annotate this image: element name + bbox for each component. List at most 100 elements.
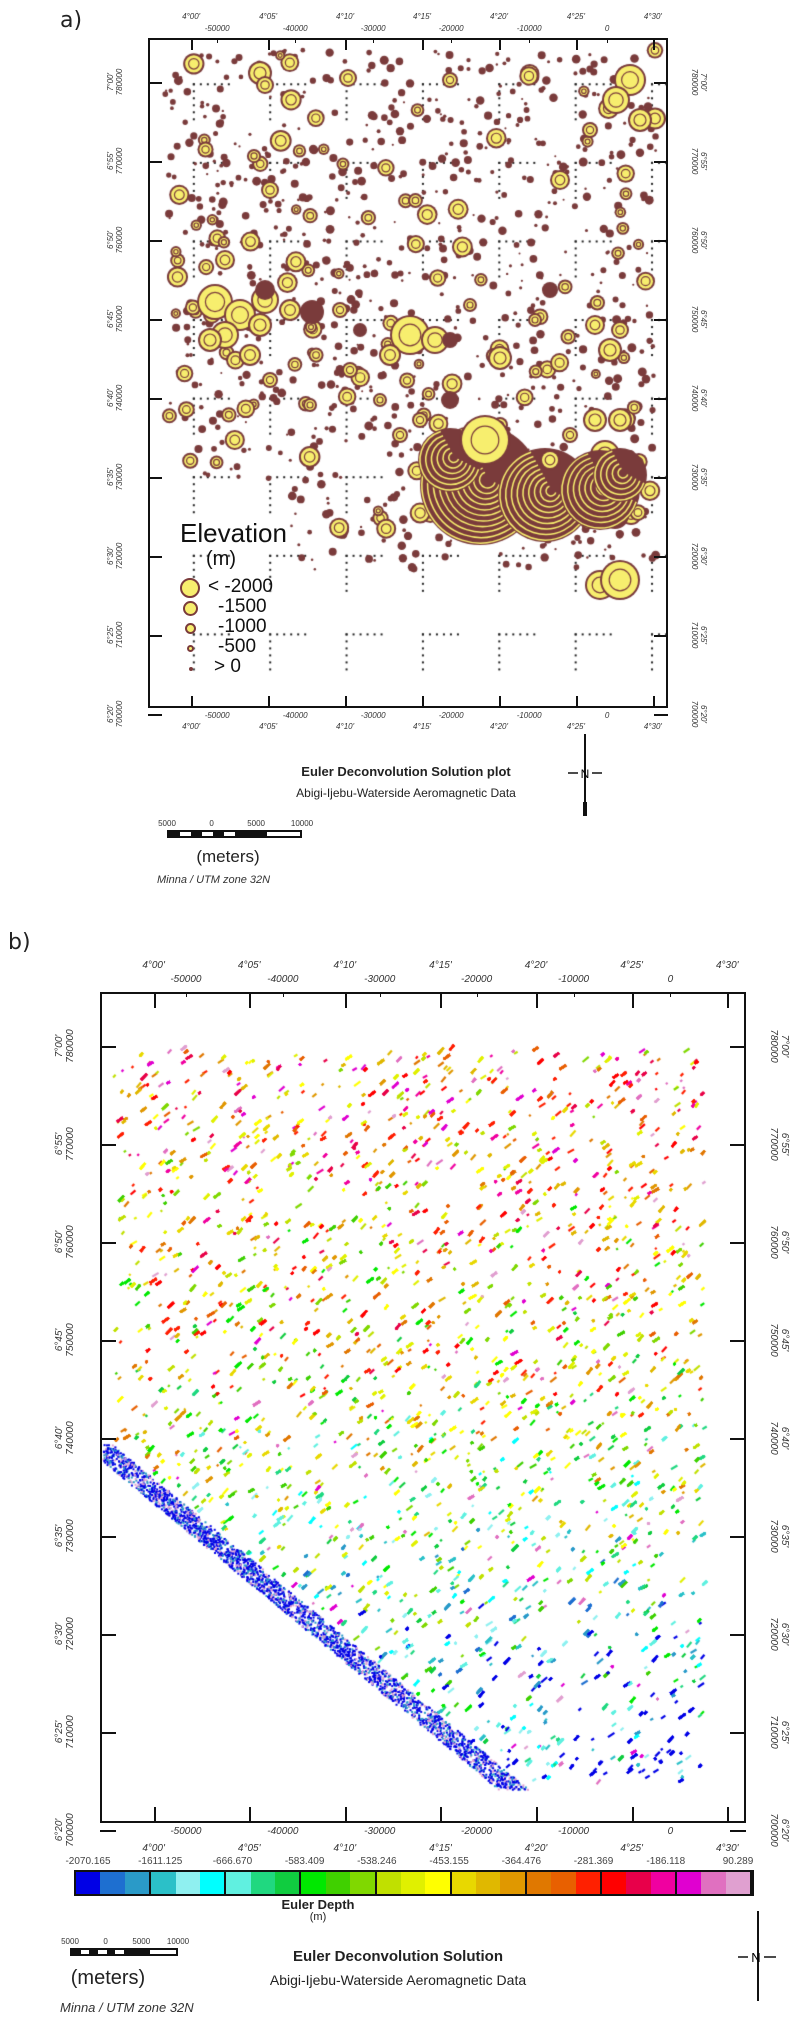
bottom-axis-easting-label: -40000 <box>282 711 308 720</box>
northing-label: 710000 <box>115 621 124 649</box>
northing-label: 700000 <box>690 700 699 728</box>
tick-mark <box>654 555 668 558</box>
tick-mark <box>153 1807 156 1823</box>
tick-mark <box>373 38 375 43</box>
northing-label: 750000 <box>690 305 699 333</box>
tick-mark <box>727 992 730 1008</box>
tick-mark <box>730 1340 746 1343</box>
tick-mark <box>100 1732 116 1735</box>
latitude-label: 6°20' <box>106 704 115 724</box>
bottom-axis-easting-label: 0 <box>667 1826 674 1837</box>
colorbar-segment <box>76 1872 101 1894</box>
panel-a-label: a) <box>60 8 83 33</box>
scale-bar-segment <box>141 1950 151 1954</box>
bottom-axis-longitude-label: 4°05' <box>259 722 278 731</box>
colorbar-segment <box>526 1872 552 1894</box>
latitude-label: 6°45' <box>779 1328 790 1352</box>
northing-label: 740000 <box>768 1421 779 1455</box>
top-axis-longitude-label: 4°20' <box>524 960 548 971</box>
top-axis-easting-label: 0 <box>604 24 610 33</box>
right-axis-label: 6°55' 770000 <box>746 1124 790 1164</box>
latitude-label: 6°55' <box>699 151 708 170</box>
scale-bar-segment <box>223 832 235 836</box>
colorbar-segment <box>151 1872 176 1894</box>
scale-bar-segment <box>267 832 279 836</box>
legend-symbol-icon <box>188 666 193 671</box>
legend-item-label: -500 <box>218 636 257 657</box>
colorbar-tick-label: -186.118 <box>646 1856 686 1867</box>
right-axis-label: 7°00' 780000 <box>746 1026 790 1066</box>
left-axis-label: 7°00' 780000 <box>106 66 150 98</box>
scale-bar-segment <box>256 832 268 836</box>
bottom-axis-easting-label: -10000 <box>557 1826 590 1837</box>
northing-label: 730000 <box>690 463 699 491</box>
left-axis-label: 6°25' 710000 <box>54 1712 98 1752</box>
legend-unit: (m) <box>206 548 236 570</box>
northing-label: 730000 <box>768 1519 779 1553</box>
top-axis-longitude-label: 4°15' <box>429 960 452 971</box>
bottom-axis-longitude-label: 4°30' <box>715 1843 739 1854</box>
tick-mark <box>730 1634 746 1637</box>
tick-mark <box>422 696 425 708</box>
latitude-label: 6°35' <box>699 467 708 486</box>
tick-mark <box>100 1242 116 1245</box>
tick-mark <box>148 160 162 163</box>
top-axis-longitude-label: 4°00' <box>182 12 201 21</box>
tick-mark <box>499 38 501 50</box>
bottom-axis-longitude-label: 4°10' <box>333 1843 357 1854</box>
bottom-axis-easting-label: -10000 <box>516 711 542 720</box>
top-axis-easting-label: -30000 <box>360 24 386 33</box>
colorbar-segment <box>250 1872 275 1894</box>
tick-mark <box>148 555 162 558</box>
bottom-axis-easting-label: -50000 <box>204 711 230 720</box>
latitude-label: 6°45' <box>106 309 115 328</box>
tick-mark <box>148 634 162 637</box>
colorbar-segment <box>650 1872 677 1894</box>
tick-mark <box>536 1807 539 1823</box>
northing-label: 780000 <box>768 1029 779 1063</box>
top-axis-longitude-label: 4°20' <box>489 12 509 21</box>
northing-label: 770000 <box>690 147 699 174</box>
legend-item-label: < -2000 <box>208 576 273 597</box>
tick-mark <box>529 38 531 43</box>
legend-item-label: -1500 <box>218 596 267 617</box>
right-axis-label: 6°35' 730000 <box>746 1516 790 1556</box>
colorbar-tick-label: -583.409 <box>284 1856 325 1867</box>
scale-bar-segment <box>278 832 290 836</box>
right-axis-label: 6°20' 700000 <box>746 1810 790 1850</box>
latitude-label: 7°00' <box>779 1034 790 1058</box>
tick-mark <box>654 81 668 84</box>
top-axis-easting-label: 0 <box>667 974 674 985</box>
colorbar-segment <box>301 1872 326 1894</box>
scale-bar-segment <box>132 1950 142 1954</box>
colorbar-segment <box>175 1872 200 1894</box>
northing-label: 780000 <box>115 68 124 95</box>
tick-mark <box>191 38 194 50</box>
colorbar-segment <box>575 1872 602 1894</box>
top-axis-longitude-label: 4°25' <box>566 12 585 21</box>
tick-mark <box>268 696 271 708</box>
north-arrow-icon: N <box>738 1911 776 2001</box>
top-axis-easting-label: -10000 <box>557 974 590 985</box>
tick-mark <box>730 1830 746 1833</box>
colorbar-tick-label: -281.369 <box>573 1856 614 1867</box>
latitude-label: 6°50' <box>779 1230 790 1254</box>
latitude-label: 6°55' <box>779 1132 790 1156</box>
bottom-axis-longitude-label: 4°25' <box>566 722 585 731</box>
colorbar-segment <box>124 1872 152 1894</box>
colorbar-segment <box>701 1872 726 1894</box>
latitude-label: 6°40' <box>779 1426 790 1450</box>
bottom-axis-easting-label: 0 <box>604 711 610 720</box>
northing-label: 760000 <box>690 226 699 253</box>
tick-mark <box>730 1536 746 1539</box>
colorbar-segment <box>677 1872 702 1894</box>
northing-label: 700000 <box>115 700 124 728</box>
tick-mark <box>730 1732 746 1735</box>
tick-mark <box>100 1830 116 1833</box>
latitude-label: 6°40' <box>106 388 115 407</box>
legend-item-label: > 0 <box>214 656 241 677</box>
colorbar-tick-label: -666.670 <box>212 1856 253 1867</box>
tick-mark <box>652 696 655 708</box>
left-axis-label: 6°20' 700000 <box>106 698 150 730</box>
colorbar-segment <box>275 1872 302 1894</box>
